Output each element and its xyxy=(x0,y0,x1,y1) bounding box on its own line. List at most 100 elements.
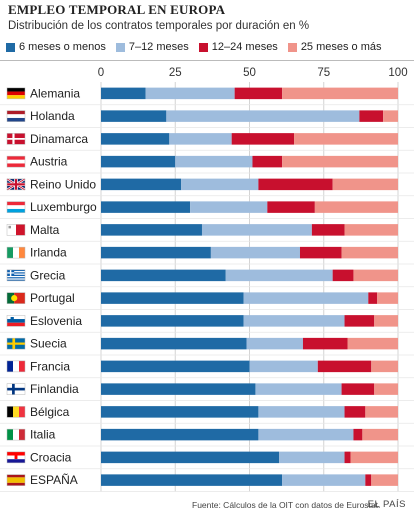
legend-label-4: 25 meses o más xyxy=(300,41,382,53)
bar-segment xyxy=(383,110,398,122)
legend-swatch-4 xyxy=(287,42,297,52)
bar-segment xyxy=(258,178,333,191)
bar-segment xyxy=(332,178,398,191)
legend-swatch-3 xyxy=(198,42,208,52)
flag-gb-icon xyxy=(6,177,26,191)
country-label: Italia xyxy=(30,428,56,442)
bar-segment xyxy=(371,474,398,486)
flag-mt-icon xyxy=(6,224,26,236)
bar-segment xyxy=(101,178,182,191)
bar-segment xyxy=(201,224,312,236)
bar-segment xyxy=(169,133,232,145)
legend-item-4: 25 meses o más xyxy=(287,41,382,53)
country-label: Holanda xyxy=(30,109,75,123)
country-label: Suecia xyxy=(30,337,67,351)
bar-segment xyxy=(246,337,303,350)
legend-item-3: 12–24 meses xyxy=(198,41,278,53)
bar-segment xyxy=(294,133,398,145)
bar-segment xyxy=(243,315,345,327)
bar-segment xyxy=(258,428,354,441)
bar-segment xyxy=(166,110,360,122)
flag-lu-icon xyxy=(6,201,26,213)
country-label: ESPAÑA xyxy=(30,473,78,487)
bar-segment xyxy=(374,315,398,327)
legend-label-2: 7–12 meses xyxy=(128,41,189,53)
bar-segment xyxy=(101,406,259,418)
flag-pt-icon xyxy=(6,292,26,304)
country-label: Croacia xyxy=(30,450,72,464)
country-label: Alemania xyxy=(30,86,80,100)
bar-segment xyxy=(101,451,280,464)
country-label: Austria xyxy=(30,155,68,169)
bar-segment xyxy=(243,292,369,304)
source-note: Fuente: Cálculos de la OIT con datos de … xyxy=(192,500,381,510)
bar-segment xyxy=(344,224,398,236)
bar-segment xyxy=(314,201,398,213)
bar-segment xyxy=(210,246,300,259)
bar-segment xyxy=(353,428,363,441)
flag-se-icon xyxy=(6,337,26,350)
bar-segment xyxy=(101,133,170,145)
flag-fr-icon xyxy=(6,360,26,373)
bar-segment xyxy=(101,155,176,168)
bar-segment xyxy=(101,224,202,236)
legend-swatch-2 xyxy=(115,42,125,52)
bar-segment xyxy=(101,428,259,441)
bar-segment xyxy=(362,428,398,441)
country-label: Irlanda xyxy=(30,246,67,260)
bar-segment xyxy=(234,87,283,100)
country-label: Luxemburgo xyxy=(30,200,97,214)
bar-segment xyxy=(181,178,259,191)
bar-segment xyxy=(299,246,342,259)
bar-segment xyxy=(101,315,244,327)
bar-segment xyxy=(344,451,351,464)
flag-fi-icon xyxy=(6,383,26,395)
flag-at-icon xyxy=(6,155,26,168)
country-label: Dinamarca xyxy=(30,132,88,146)
bar-segment xyxy=(341,246,398,259)
country-label: Eslovenia xyxy=(30,314,82,328)
x-tick-label-0: 0 xyxy=(98,67,104,79)
bar-segment xyxy=(368,292,378,304)
country-label: Grecia xyxy=(30,268,66,282)
bar-segment xyxy=(279,451,345,464)
bar-segment xyxy=(282,155,398,168)
bar-segment xyxy=(344,315,375,327)
bar-segment xyxy=(267,201,315,213)
bar-segment xyxy=(371,360,398,373)
flag-dk-icon xyxy=(6,133,26,145)
bar-segment xyxy=(282,474,366,486)
stacked-bar-chart: 0 25 50 75 100 Alemania Holanda Dinamarca Austri… xyxy=(0,67,414,492)
country-label: Francia xyxy=(30,359,70,373)
flag-si-icon xyxy=(6,315,26,327)
country-label: Reino Unido xyxy=(30,177,96,191)
bar-segment xyxy=(311,224,345,236)
bar-segment xyxy=(255,383,342,395)
flag-nl-icon xyxy=(6,110,26,122)
bar-segment xyxy=(350,451,398,464)
bar-segment xyxy=(282,87,398,100)
bar-segment xyxy=(175,155,253,168)
chart-subtitle: Distribución de los contratos temporales… xyxy=(8,20,310,32)
bar-segment xyxy=(190,201,268,213)
bar-segment xyxy=(377,292,398,304)
bar-segment xyxy=(101,337,247,350)
flag-be-icon xyxy=(6,406,26,418)
flag-es-icon xyxy=(6,474,26,486)
bar-segment xyxy=(341,383,375,395)
bar-segment xyxy=(249,360,318,373)
x-tick-label-100: 100 xyxy=(388,67,407,79)
country-label: Finlandia xyxy=(30,382,79,396)
bar-segment xyxy=(317,360,372,373)
flag-hr-icon xyxy=(6,451,26,464)
bar-segment xyxy=(101,201,191,213)
legend-label-1: 6 meses o menos xyxy=(19,41,106,53)
legend-item-1: 6 meses o menos xyxy=(6,41,106,53)
x-tick-label-50: 50 xyxy=(243,67,256,79)
bar-segment xyxy=(359,110,384,122)
bar-segment xyxy=(365,406,398,418)
country-label: Bélgica xyxy=(30,405,70,419)
bar-segment xyxy=(101,474,283,486)
chart-title: EMPLEO TEMPORAL EN EUROPA xyxy=(8,2,226,17)
bar-segment xyxy=(252,155,283,168)
